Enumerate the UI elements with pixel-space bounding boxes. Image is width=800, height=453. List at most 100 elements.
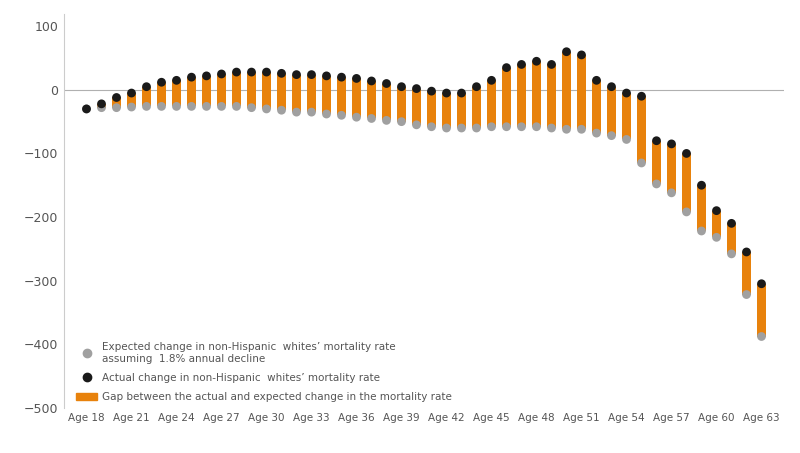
- Point: [335, 112, 348, 119]
- Point: [170, 77, 183, 84]
- Bar: [412, 89, 421, 125]
- Point: [485, 123, 498, 130]
- Point: [260, 68, 273, 76]
- Point: [245, 104, 258, 111]
- Point: [200, 103, 213, 110]
- Bar: [262, 72, 271, 109]
- Bar: [337, 77, 346, 116]
- Point: [155, 103, 168, 110]
- Point: [665, 140, 678, 148]
- Bar: [457, 93, 466, 128]
- Bar: [532, 61, 541, 127]
- Bar: [172, 80, 181, 106]
- Bar: [757, 284, 766, 337]
- Point: [545, 61, 558, 68]
- Bar: [202, 76, 211, 106]
- Point: [635, 159, 648, 167]
- Point: [335, 73, 348, 81]
- Point: [290, 71, 303, 78]
- Point: [305, 109, 318, 116]
- Point: [725, 220, 738, 227]
- Point: [200, 72, 213, 80]
- Bar: [292, 75, 301, 112]
- Point: [560, 125, 573, 133]
- Point: [515, 61, 528, 68]
- Bar: [487, 80, 496, 127]
- Point: [320, 72, 333, 80]
- Point: [440, 89, 453, 96]
- Point: [380, 117, 393, 124]
- Point: [365, 115, 378, 122]
- Bar: [322, 76, 331, 114]
- Bar: [652, 141, 661, 184]
- Bar: [112, 97, 121, 108]
- Point: [470, 83, 483, 90]
- Bar: [607, 87, 616, 135]
- Bar: [682, 154, 691, 212]
- Point: [635, 92, 648, 100]
- Point: [290, 109, 303, 116]
- Point: [110, 94, 123, 101]
- Bar: [547, 64, 556, 128]
- Point: [395, 118, 408, 125]
- Bar: [697, 185, 706, 231]
- Point: [500, 64, 513, 71]
- Point: [215, 103, 228, 110]
- Point: [185, 73, 198, 81]
- Point: [620, 136, 633, 143]
- Point: [260, 105, 273, 112]
- Point: [320, 111, 333, 118]
- Point: [725, 250, 738, 257]
- Bar: [442, 93, 451, 128]
- Point: [170, 103, 183, 110]
- Bar: [427, 91, 436, 127]
- Point: [695, 227, 708, 235]
- Point: [395, 83, 408, 90]
- Bar: [742, 252, 751, 294]
- Point: [350, 75, 363, 82]
- Point: [590, 77, 603, 84]
- Bar: [307, 75, 316, 112]
- Point: [575, 51, 588, 58]
- Point: [575, 125, 588, 133]
- Point: [425, 123, 438, 130]
- Point: [80, 105, 93, 112]
- Bar: [667, 144, 676, 193]
- Point: [740, 248, 753, 255]
- Point: [110, 104, 123, 111]
- Point: [275, 70, 288, 77]
- Bar: [217, 74, 226, 106]
- Legend: Expected change in non-Hispanic  whites’ mortality rate
assuming  1.8% annual de: Expected change in non-Hispanic whites’ …: [77, 342, 452, 403]
- Point: [620, 89, 633, 96]
- Point: [350, 114, 363, 121]
- Point: [155, 79, 168, 86]
- Point: [455, 89, 468, 96]
- Point: [590, 130, 603, 137]
- Point: [410, 121, 423, 129]
- Point: [740, 291, 753, 298]
- Point: [470, 125, 483, 132]
- Point: [650, 137, 663, 145]
- Point: [80, 105, 93, 112]
- Bar: [247, 72, 256, 108]
- Point: [380, 80, 393, 87]
- Point: [605, 83, 618, 90]
- Bar: [277, 73, 286, 110]
- Bar: [577, 55, 586, 129]
- Point: [500, 123, 513, 130]
- Point: [545, 125, 558, 132]
- Point: [140, 103, 153, 110]
- Point: [215, 70, 228, 77]
- Point: [125, 89, 138, 96]
- Point: [755, 280, 768, 287]
- Point: [230, 103, 243, 110]
- Point: [230, 68, 243, 76]
- Point: [425, 87, 438, 95]
- Point: [95, 100, 108, 107]
- Point: [245, 68, 258, 76]
- Point: [125, 103, 138, 111]
- Bar: [232, 72, 241, 106]
- Point: [695, 182, 708, 189]
- Point: [440, 125, 453, 132]
- Bar: [97, 104, 106, 108]
